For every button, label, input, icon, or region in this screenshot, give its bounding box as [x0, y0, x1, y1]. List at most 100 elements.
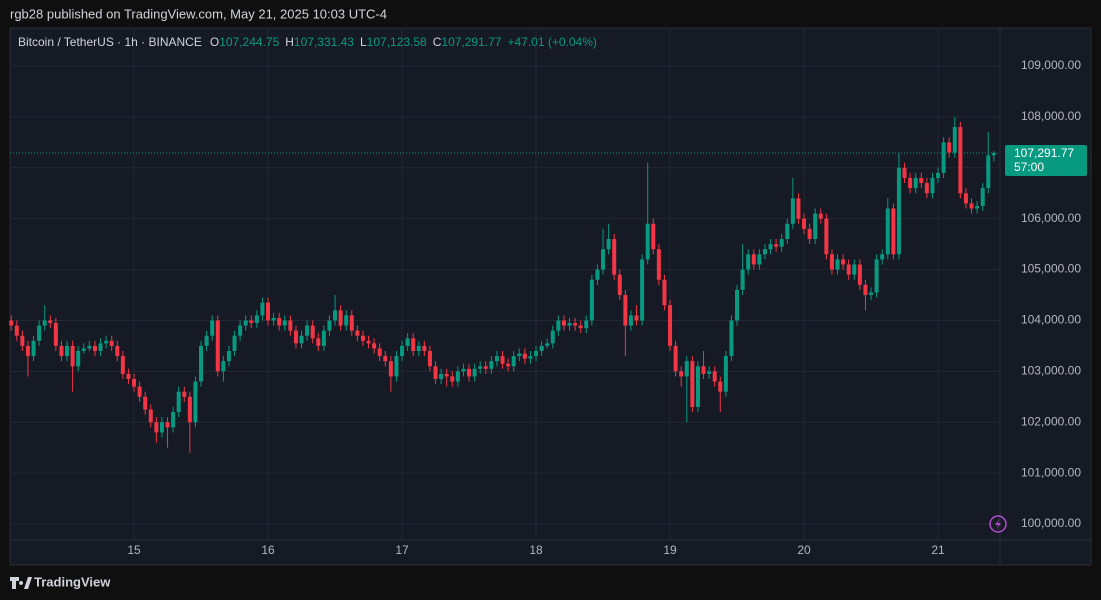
y-tick-label: 102,000.00 — [1021, 414, 1081, 428]
x-tick-label: 17 — [395, 543, 409, 557]
candle-body — [478, 366, 483, 369]
x-tick-label: 18 — [529, 543, 543, 557]
legend: Bitcoin / TetherUS · 1h · BINANCE O107,24… — [18, 35, 597, 49]
candle-body — [176, 391, 181, 413]
candle-body — [427, 350, 432, 367]
candle-body — [288, 320, 293, 331]
candle-body — [941, 142, 946, 173]
candle-body — [617, 274, 622, 296]
candle-body — [975, 205, 980, 209]
price-tag — [1005, 144, 1087, 176]
candle-body — [874, 259, 879, 293]
candle-body — [774, 244, 779, 247]
candle-body — [869, 292, 874, 296]
candle-body — [902, 167, 907, 178]
candle-body — [679, 371, 684, 377]
candle-body — [567, 323, 572, 326]
legend-value: 107,331.43 — [294, 35, 354, 49]
candle-body — [299, 335, 304, 344]
candle-body — [846, 264, 851, 275]
candle-body — [634, 315, 639, 321]
candle-body — [70, 345, 75, 367]
candle-body — [534, 350, 539, 357]
candle-body — [673, 345, 678, 372]
candle-body — [857, 264, 862, 285]
candle-body — [796, 198, 801, 219]
candle-body — [450, 376, 455, 382]
candle-body — [746, 254, 751, 270]
candle-body — [589, 279, 594, 321]
candle-body — [92, 345, 97, 351]
candle-body — [25, 345, 30, 357]
candle-body — [104, 340, 109, 344]
candle-body — [132, 378, 137, 387]
legend-label: H — [285, 35, 294, 49]
candle-body — [880, 254, 885, 260]
candle-body — [701, 366, 706, 374]
candle-body — [969, 203, 974, 209]
candle-body — [506, 363, 511, 367]
candle-body — [779, 239, 784, 247]
candle-body — [271, 317, 276, 321]
candle-body — [383, 356, 388, 362]
candle-body — [254, 315, 259, 324]
candle-body — [316, 338, 321, 346]
x-tick-label: 19 — [663, 543, 677, 557]
candle-body — [349, 315, 354, 331]
candle-body — [863, 284, 868, 296]
candle-body — [623, 295, 628, 326]
candle-body — [388, 361, 393, 377]
candle-body — [952, 127, 957, 153]
candle-body — [372, 343, 377, 349]
candle-body — [360, 335, 365, 341]
y-tick-label: 108,000.00 — [1021, 109, 1081, 123]
candle-body — [305, 325, 310, 336]
candle-body — [455, 371, 460, 382]
candle-body — [712, 371, 717, 382]
candle-body — [266, 302, 271, 321]
candle-body — [37, 325, 42, 341]
candle-body — [81, 348, 86, 351]
candle-body — [115, 345, 120, 357]
candle-body — [511, 356, 516, 367]
candle-body — [159, 422, 164, 433]
candle-body — [483, 366, 488, 369]
candle-body — [947, 142, 952, 153]
candle-body — [885, 208, 890, 255]
candle-body — [751, 254, 756, 265]
y-tick-label: 101,000.00 — [1021, 465, 1081, 479]
brand-logo — [10, 577, 32, 589]
candle-body — [807, 228, 812, 240]
candle-body — [126, 373, 131, 379]
candle-body — [238, 325, 243, 336]
candle-body — [545, 343, 550, 346]
candle-body — [282, 320, 287, 326]
candle-body — [539, 345, 544, 351]
candle-body — [243, 320, 248, 326]
candle-body — [690, 361, 695, 407]
candle-body — [790, 198, 795, 224]
candle-body — [321, 330, 326, 346]
candle-body — [137, 386, 142, 397]
y-tick-label: 103,000.00 — [1021, 364, 1081, 378]
candle-body — [573, 323, 578, 326]
candle-body — [143, 396, 148, 410]
candle-body — [204, 335, 209, 346]
candle-body — [802, 218, 807, 229]
y-tick-label: 105,000.00 — [1021, 262, 1081, 276]
candle-body — [344, 315, 349, 326]
candle-body — [740, 269, 745, 290]
candle-body — [98, 343, 103, 351]
candle-body — [489, 361, 494, 369]
candle-body — [718, 381, 723, 392]
candle-body — [494, 356, 499, 362]
candle-body — [210, 320, 215, 336]
legend-label: L — [360, 35, 367, 49]
candle-body — [377, 348, 382, 357]
candles — [9, 116, 996, 453]
candle-body — [31, 340, 36, 357]
candle-body — [930, 177, 935, 194]
candle-body — [193, 381, 198, 423]
candle-body — [695, 366, 700, 407]
price-tag-countdown: 57:00 — [1014, 160, 1044, 174]
